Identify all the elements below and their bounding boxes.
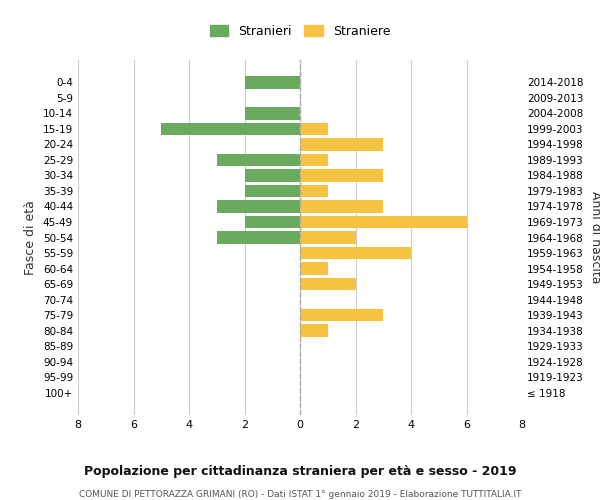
Text: Popolazione per cittadinanza straniera per età e sesso - 2019: Popolazione per cittadinanza straniera p… (84, 465, 516, 478)
Bar (300, 309, 383, 322)
Bar (245, 76, 300, 88)
Bar (300, 262, 328, 274)
Bar (245, 107, 300, 120)
Bar (300, 122, 328, 135)
Bar (300, 184, 328, 197)
Bar (217, 232, 300, 243)
Bar (217, 200, 300, 212)
Y-axis label: Anni di nascita: Anni di nascita (589, 191, 600, 284)
Bar (300, 247, 411, 259)
Text: COMUNE DI PETTORAZZA GRIMANI (RO) - Dati ISTAT 1° gennaio 2019 - Elaborazione TU: COMUNE DI PETTORAZZA GRIMANI (RO) - Dati… (79, 490, 521, 499)
Bar (245, 169, 300, 181)
Bar (300, 138, 383, 150)
Legend: Stranieri, Straniere: Stranieri, Straniere (205, 20, 395, 43)
Y-axis label: Fasce di età: Fasce di età (25, 200, 37, 275)
Bar (300, 278, 355, 290)
Bar (245, 216, 300, 228)
Bar (245, 184, 300, 197)
Bar (300, 232, 355, 243)
Bar (300, 154, 328, 166)
Bar (300, 324, 328, 337)
Bar (300, 200, 383, 212)
Bar (161, 122, 300, 135)
Bar (300, 169, 383, 181)
Bar (217, 154, 300, 166)
Bar (300, 216, 467, 228)
